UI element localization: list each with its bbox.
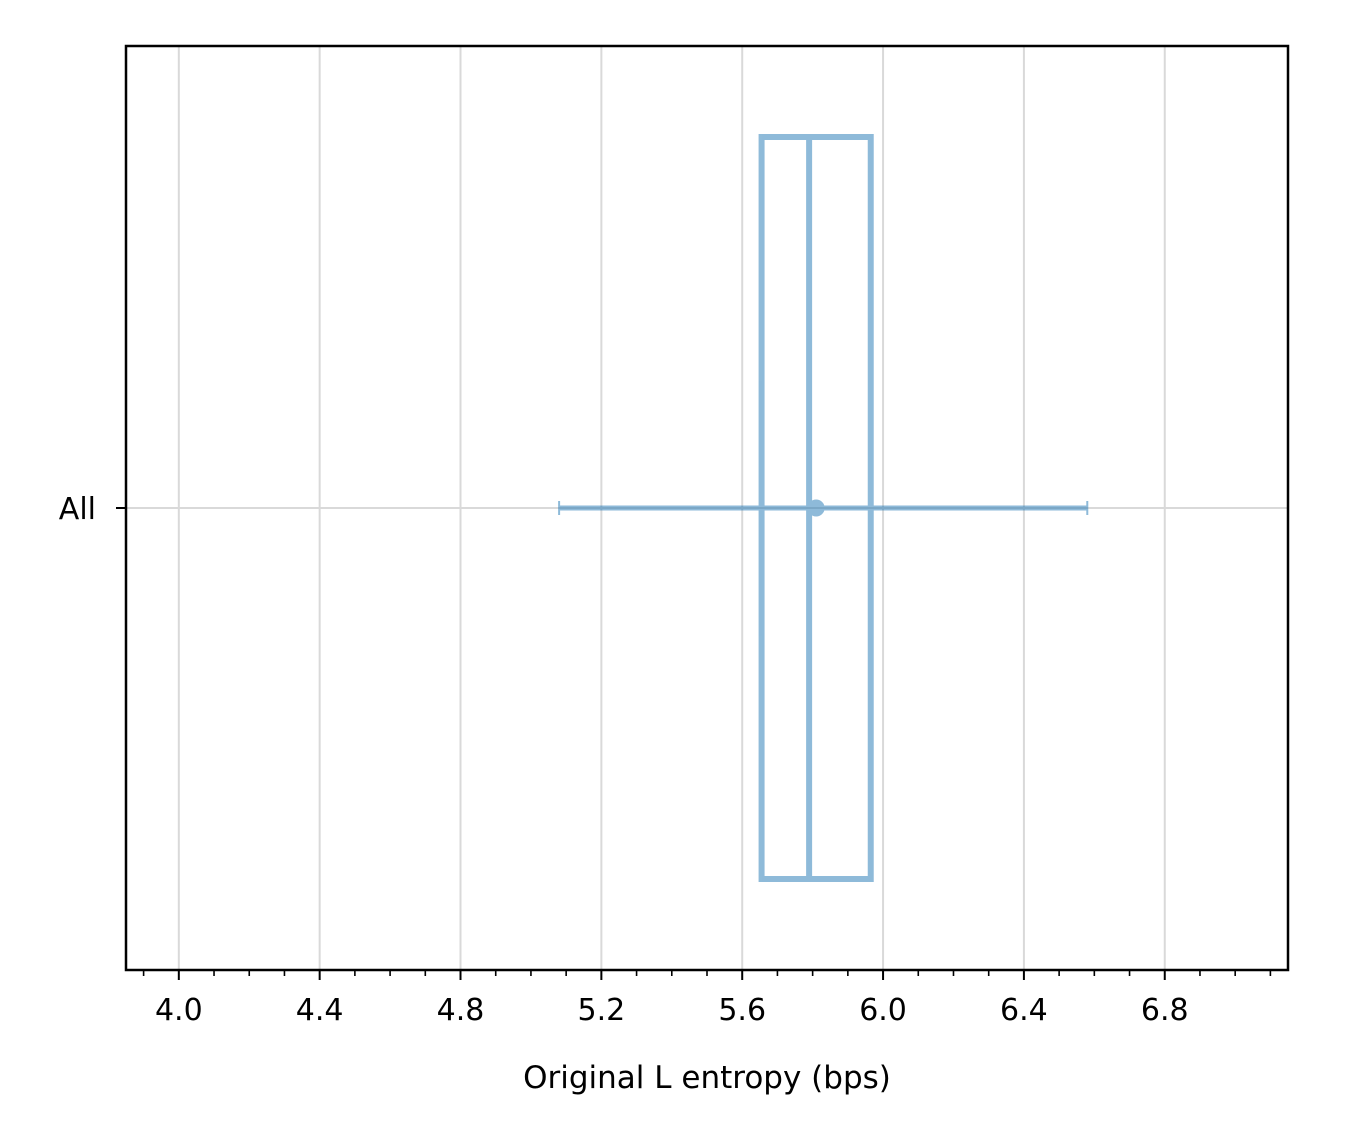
x-tick-label: 5.6 <box>718 993 766 1028</box>
x-tick-label: 4.0 <box>155 993 203 1028</box>
x-tick-label: 6.4 <box>1000 993 1048 1028</box>
box-series <box>558 134 1089 882</box>
x-tick-label: 6.8 <box>1141 993 1189 1028</box>
x-tick-label: 4.4 <box>296 993 344 1028</box>
box-rect <box>758 134 874 882</box>
x-tick-label: 4.8 <box>437 993 485 1028</box>
x-axis-label: Original L entropy (bps) <box>523 1060 891 1096</box>
x-tick-label: 6.0 <box>859 993 907 1028</box>
mean-point <box>807 499 825 517</box>
chart-marks <box>558 134 1089 882</box>
x-tick-label: 5.2 <box>578 993 626 1028</box>
axis-ticks: 4.0 4.4 4.8 5.2 5.6 6.0 6.4 6.8 All <box>59 492 1272 1028</box>
y-tick-label: All <box>59 492 96 527</box>
